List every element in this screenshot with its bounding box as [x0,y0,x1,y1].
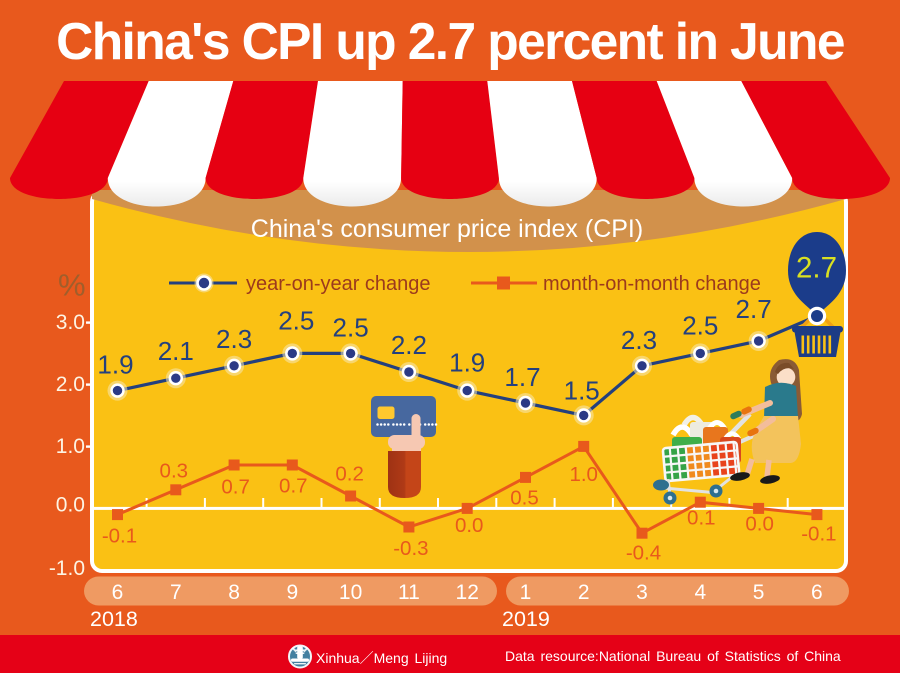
svg-text:-0.1: -0.1 [801,523,836,546]
svg-text:0.7: 0.7 [279,475,308,498]
svg-text:2.2: 2.2 [391,330,427,360]
svg-text:2018: 2018 [90,607,138,631]
svg-text:10: 10 [339,581,362,604]
svg-text:-0.4: -0.4 [626,542,661,565]
svg-text:0.7: 0.7 [221,476,250,499]
svg-text:8: 8 [228,581,240,604]
svg-text:0.3: 0.3 [160,459,189,482]
svg-text:1.5: 1.5 [564,375,600,405]
svg-text:China's consumer price index (: China's consumer price index (CPI) [251,215,643,243]
svg-text:2.1: 2.1 [158,336,194,366]
svg-text:9: 9 [286,581,298,604]
svg-text:7: 7 [170,581,182,604]
svg-text:-1.0: -1.0 [49,557,85,580]
svg-text:3: 3 [636,581,648,604]
svg-text:12: 12 [456,581,479,604]
svg-text:2.5: 2.5 [682,310,718,340]
svg-text:0.0: 0.0 [455,514,484,537]
svg-text:2.5: 2.5 [333,312,369,342]
svg-text:month-on-month change: month-on-month change [543,273,761,295]
svg-text:3.0: 3.0 [56,311,85,334]
svg-text:5: 5 [753,581,765,604]
svg-text:2.5: 2.5 [278,305,314,335]
svg-text:0.1: 0.1 [687,507,716,530]
svg-text:4: 4 [694,581,706,604]
svg-text:6: 6 [112,581,124,604]
svg-text:-0.3: -0.3 [393,537,428,560]
svg-text:1.9: 1.9 [97,350,133,380]
svg-text:1.0: 1.0 [56,435,85,458]
svg-text:-0.1: -0.1 [102,525,137,548]
svg-text:%: % [58,268,86,303]
svg-text:2.0: 2.0 [56,373,85,396]
svg-text:2.3: 2.3 [621,325,657,355]
svg-text:2.7: 2.7 [796,252,837,285]
svg-text:6: 6 [811,581,823,604]
svg-text:0.5: 0.5 [510,486,539,509]
svg-text:0.0: 0.0 [56,494,85,517]
svg-text:1.0: 1.0 [569,463,598,486]
svg-text:1.7: 1.7 [504,362,540,392]
svg-text:2019: 2019 [502,607,550,631]
svg-text:2: 2 [578,581,590,604]
svg-text:year-on-year change: year-on-year change [246,273,431,295]
svg-text:2.7: 2.7 [736,294,772,324]
svg-text:0.2: 0.2 [335,463,364,486]
svg-text:2.3: 2.3 [216,324,252,354]
svg-text:0.0: 0.0 [745,512,774,535]
svg-text:1: 1 [520,581,532,604]
svg-text:1.9: 1.9 [449,348,485,378]
svg-text:11: 11 [398,581,420,604]
